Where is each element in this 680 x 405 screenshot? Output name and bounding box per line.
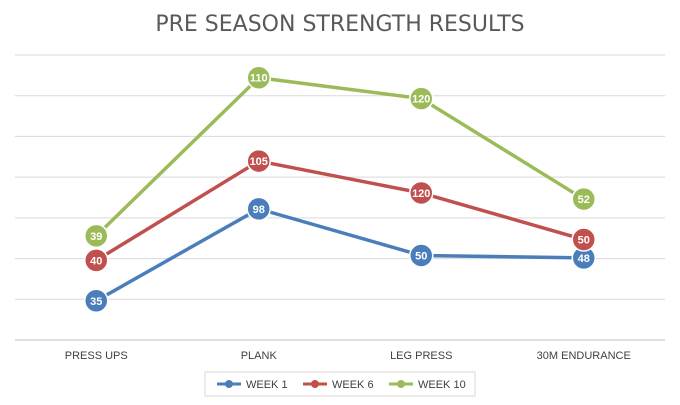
chart-title: PRE SEASON STRENGTH RESULTS: [155, 12, 524, 37]
legend-label: WEEK 1: [246, 379, 288, 391]
series-line: [94, 207, 586, 303]
series-lines: 35 98 50 48 40 105 120 50 39 110 120 52: [84, 65, 596, 314]
data-label: 120: [412, 188, 430, 200]
legend-label: WEEK 6: [332, 379, 374, 391]
data-point: [84, 248, 109, 273]
x-tick-label: PLANK: [241, 350, 278, 362]
series-week-10: 39 110 120 52: [84, 65, 596, 249]
data-point: [409, 243, 434, 268]
data-label: 39: [90, 231, 102, 243]
data-label: 110: [250, 73, 268, 85]
series-line: [94, 159, 586, 263]
data-label: 120: [412, 94, 430, 106]
category-labels: PRESS UPS PLANK LEG PRESS 30M ENDURANCE: [65, 350, 631, 362]
legend-item: WEEK 10: [389, 379, 466, 391]
x-tick-label: 30M ENDURANCE: [537, 350, 631, 362]
data-label: 35: [90, 296, 102, 308]
data-point: [84, 288, 109, 314]
data-label: 52: [578, 194, 590, 206]
data-label: 48: [578, 253, 590, 265]
legend-marker: [397, 380, 405, 388]
legend: WEEK 1 WEEK 6 WEEK 10: [204, 371, 476, 397]
legend-marker: [225, 380, 233, 388]
data-label: 98: [253, 204, 265, 216]
legend-box: [204, 371, 476, 397]
data-point: [409, 86, 434, 111]
series-week-1: 35 98 50 48: [84, 196, 596, 314]
data-label: 105: [250, 156, 268, 168]
legend-marker: [311, 380, 319, 388]
series-line: [94, 75, 586, 238]
data-point: [409, 180, 434, 206]
legend-item: WEEK 6: [303, 379, 374, 391]
data-point: [246, 65, 271, 90]
legend-item: WEEK 1: [217, 379, 288, 391]
data-point: [571, 186, 596, 212]
data-point: [246, 148, 271, 174]
series-week-6: 40 105 120 50: [84, 148, 596, 273]
legend-label: WEEK 10: [418, 379, 466, 391]
data-point: [246, 196, 271, 222]
gridlines: [15, 54, 665, 341]
data-label: 50: [578, 235, 590, 247]
x-tick-label: PRESS UPS: [65, 350, 128, 362]
data-label: 50: [415, 250, 427, 262]
x-tick-label: LEG PRESS: [390, 350, 452, 362]
data-point: [84, 223, 109, 249]
data-point: [571, 227, 596, 252]
data-label: 40: [90, 255, 102, 267]
